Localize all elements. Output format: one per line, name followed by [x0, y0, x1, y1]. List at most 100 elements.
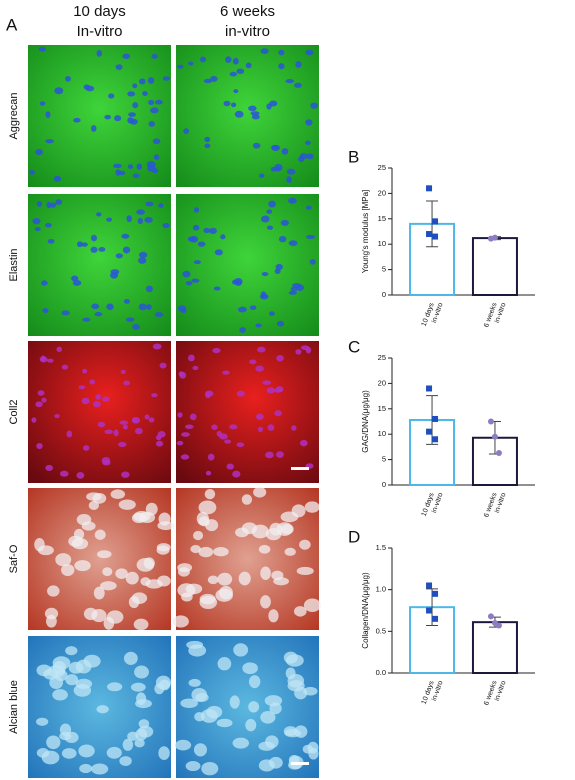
data-point: [495, 622, 502, 629]
nucleus: [300, 439, 308, 447]
nucleus: [183, 128, 190, 135]
cell: [258, 759, 275, 772]
cell: [52, 689, 68, 701]
nucleus: [128, 112, 136, 117]
nucleus: [269, 311, 275, 317]
cell: [145, 502, 158, 516]
nucleus: [285, 79, 295, 84]
nucleus: [288, 197, 297, 204]
nucleus: [72, 279, 82, 286]
nucleus: [248, 105, 257, 112]
nucleus: [205, 390, 214, 397]
nucleus: [229, 71, 238, 77]
nucleus: [276, 320, 285, 327]
cell: [92, 493, 107, 504]
panel-label: B: [348, 147, 359, 166]
nucleus: [45, 464, 54, 472]
nucleus: [203, 227, 211, 234]
nucleus: [176, 440, 184, 446]
nucleus: [250, 111, 260, 116]
cell: [185, 760, 201, 772]
nucleus: [120, 369, 126, 374]
nucleus: [145, 304, 152, 310]
nucleus: [213, 286, 221, 291]
cell: [271, 570, 284, 581]
nucleus: [309, 259, 316, 265]
y-tick-label: 15: [378, 404, 386, 413]
y-axis-label: GAG/DNA(μg/μg): [361, 390, 370, 453]
nucleus: [123, 299, 131, 304]
nucleus: [278, 63, 285, 70]
nucleus: [46, 358, 54, 363]
nucleus: [82, 317, 91, 322]
data-point: [432, 615, 439, 622]
nucleus: [185, 424, 194, 429]
cell: [55, 553, 72, 567]
nucleus: [35, 401, 43, 408]
column-header: in-vitro: [225, 23, 270, 40]
micrograph: [28, 341, 171, 483]
cell: [73, 683, 92, 697]
nucleus: [136, 163, 143, 170]
nucleus: [305, 205, 312, 210]
nucleus: [193, 260, 201, 265]
nucleus: [142, 91, 148, 96]
nucleus: [49, 202, 57, 208]
cell: [123, 651, 138, 665]
nucleus: [123, 380, 130, 386]
nucleus: [145, 285, 153, 293]
nucleus: [115, 64, 123, 70]
nucleus: [61, 310, 70, 316]
nucleus: [158, 203, 164, 208]
cell: [79, 763, 93, 774]
cell: [181, 592, 193, 602]
scale-bar: [291, 762, 309, 765]
nucleus: [257, 426, 264, 433]
nucleus: [255, 413, 264, 420]
nucleus: [286, 168, 296, 175]
cell: [52, 656, 71, 670]
nucleus: [89, 379, 96, 385]
cell: [133, 618, 149, 631]
nucleus: [118, 441, 127, 448]
y-tick-label: 20: [378, 188, 386, 197]
cell: [61, 564, 75, 577]
nucleus: [102, 396, 110, 402]
cell: [303, 598, 321, 613]
nucleus: [113, 429, 119, 437]
cell: [293, 606, 307, 617]
nucleus: [185, 280, 193, 286]
nucleus: [220, 234, 226, 240]
nucleus: [151, 53, 158, 59]
y-tick-label: 0: [382, 480, 386, 489]
nucleus: [286, 176, 292, 183]
cell: [251, 524, 269, 539]
nucleus: [260, 291, 267, 299]
nucleus: [237, 306, 247, 313]
y-tick-label: 10: [378, 239, 386, 248]
nucleus: [127, 91, 136, 97]
nucleus: [76, 471, 85, 479]
nucleus: [223, 100, 231, 107]
nucleus: [275, 386, 284, 393]
nucleus: [148, 120, 155, 127]
nucleus: [205, 470, 212, 476]
cell: [36, 717, 49, 726]
nucleus: [199, 56, 207, 63]
nucleus: [90, 125, 97, 132]
nucleus: [82, 445, 90, 451]
cell: [180, 698, 199, 708]
nucleus: [138, 303, 147, 311]
nucleus: [92, 401, 101, 408]
nucleus: [188, 61, 194, 66]
micrograph: [176, 45, 319, 187]
nucleus: [55, 199, 63, 205]
nucleus: [122, 424, 128, 430]
cell: [195, 693, 209, 702]
y-axis-label: Collagen/DNA(μg/μg): [361, 572, 370, 649]
cell: [91, 763, 109, 775]
nucleus: [132, 102, 139, 109]
column-header: 10 days: [73, 3, 126, 20]
cell: [140, 577, 151, 586]
y-tick-label: 0: [382, 290, 386, 299]
